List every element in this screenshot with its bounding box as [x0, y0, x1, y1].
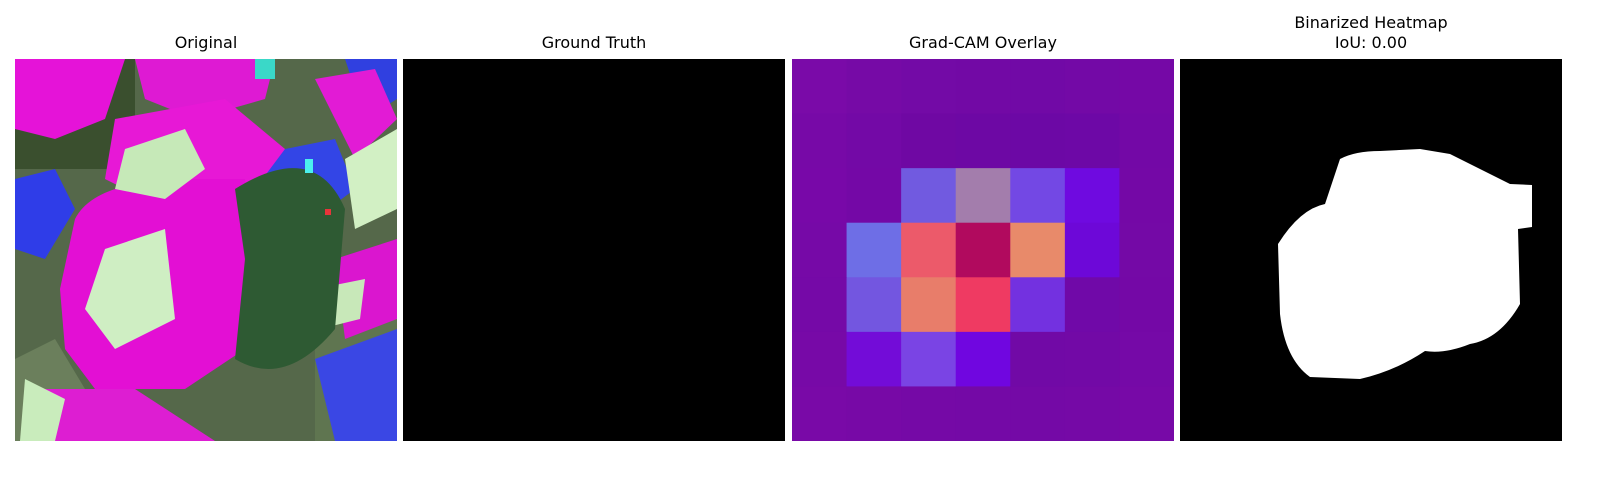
ground-truth-mask	[403, 59, 785, 441]
ground-truth-title: Ground Truth	[541, 33, 647, 52]
heatmap-cell	[1010, 386, 1066, 441]
heatmap-cell	[846, 386, 902, 441]
heatmap-cell	[792, 168, 848, 224]
heatmap-cell	[955, 222, 1011, 278]
heatmap-cell	[1064, 113, 1120, 169]
gradcam-title: Grad-CAM Overlay	[909, 33, 1057, 52]
heatmap-cell	[1119, 59, 1174, 115]
heatmap-cell	[846, 113, 902, 169]
heatmap-cell	[846, 59, 902, 115]
heatmap-cell	[1119, 277, 1174, 333]
heatmap-cell	[1064, 168, 1120, 224]
heatmap-cell	[901, 331, 957, 387]
heatmap-cell	[846, 331, 902, 387]
original-image	[15, 59, 397, 441]
heatmap-cell	[901, 168, 957, 224]
iou-label: IoU: 0.00	[1334, 33, 1408, 52]
heatmap-cell	[1010, 59, 1066, 115]
heatmap-cell	[901, 222, 957, 278]
heatmap-cell	[955, 277, 1011, 333]
heatmap-cell	[1010, 277, 1066, 333]
heatmap-cell	[1119, 222, 1174, 278]
gradcam-overlay	[792, 59, 1174, 441]
heatmap-cell	[792, 386, 848, 441]
heatmap-cell	[1064, 386, 1120, 441]
heatmap-cell	[1010, 168, 1066, 224]
heatmap-cell	[792, 277, 848, 333]
heatmap-cell	[792, 113, 848, 169]
heatmap-cell	[901, 113, 957, 169]
heatmap-cell	[792, 331, 848, 387]
heatmap-cell	[1010, 222, 1066, 278]
heatmap-cell	[1064, 222, 1120, 278]
heatmap-cell	[955, 386, 1011, 441]
heatmap-cell	[792, 222, 848, 278]
heatmap-cell	[955, 59, 1011, 115]
heatmap-cell	[846, 222, 902, 278]
heatmap-cell	[1119, 331, 1174, 387]
panel-gradcam: Grad-CAM Overlay	[792, 0, 1174, 500]
heatmap-cell	[955, 113, 1011, 169]
heatmap-cell	[792, 59, 848, 115]
panel-original: Original	[15, 0, 397, 500]
heatmap-cell	[901, 59, 957, 115]
heatmap-cell	[1119, 386, 1174, 441]
heatmap-cell	[901, 277, 957, 333]
heatmap-cell	[846, 277, 902, 333]
heatmap-cell	[955, 331, 1011, 387]
heatmap-cell	[1119, 113, 1174, 169]
binarized-mask	[1180, 59, 1562, 441]
heatmap-cell	[1119, 168, 1174, 224]
heatmap-cell	[955, 168, 1011, 224]
heatmap-cell	[1064, 59, 1120, 115]
panel-binarized: Binarized Heatmap IoU: 0.00	[1180, 0, 1562, 500]
heatmap-cell	[1064, 277, 1120, 333]
heatmap-cell	[1064, 331, 1120, 387]
binarized-title-text: Binarized Heatmap	[1294, 13, 1448, 32]
heatmap-cell	[1010, 113, 1066, 169]
heatmap-cell	[846, 168, 902, 224]
heatmap-cell	[1010, 331, 1066, 387]
heatmap-cell	[901, 386, 957, 441]
binarized-title: Binarized Heatmap IoU: 0.00	[1180, 13, 1562, 53]
panel-ground-truth: Ground Truth	[403, 0, 785, 500]
original-title: Original	[174, 33, 238, 52]
